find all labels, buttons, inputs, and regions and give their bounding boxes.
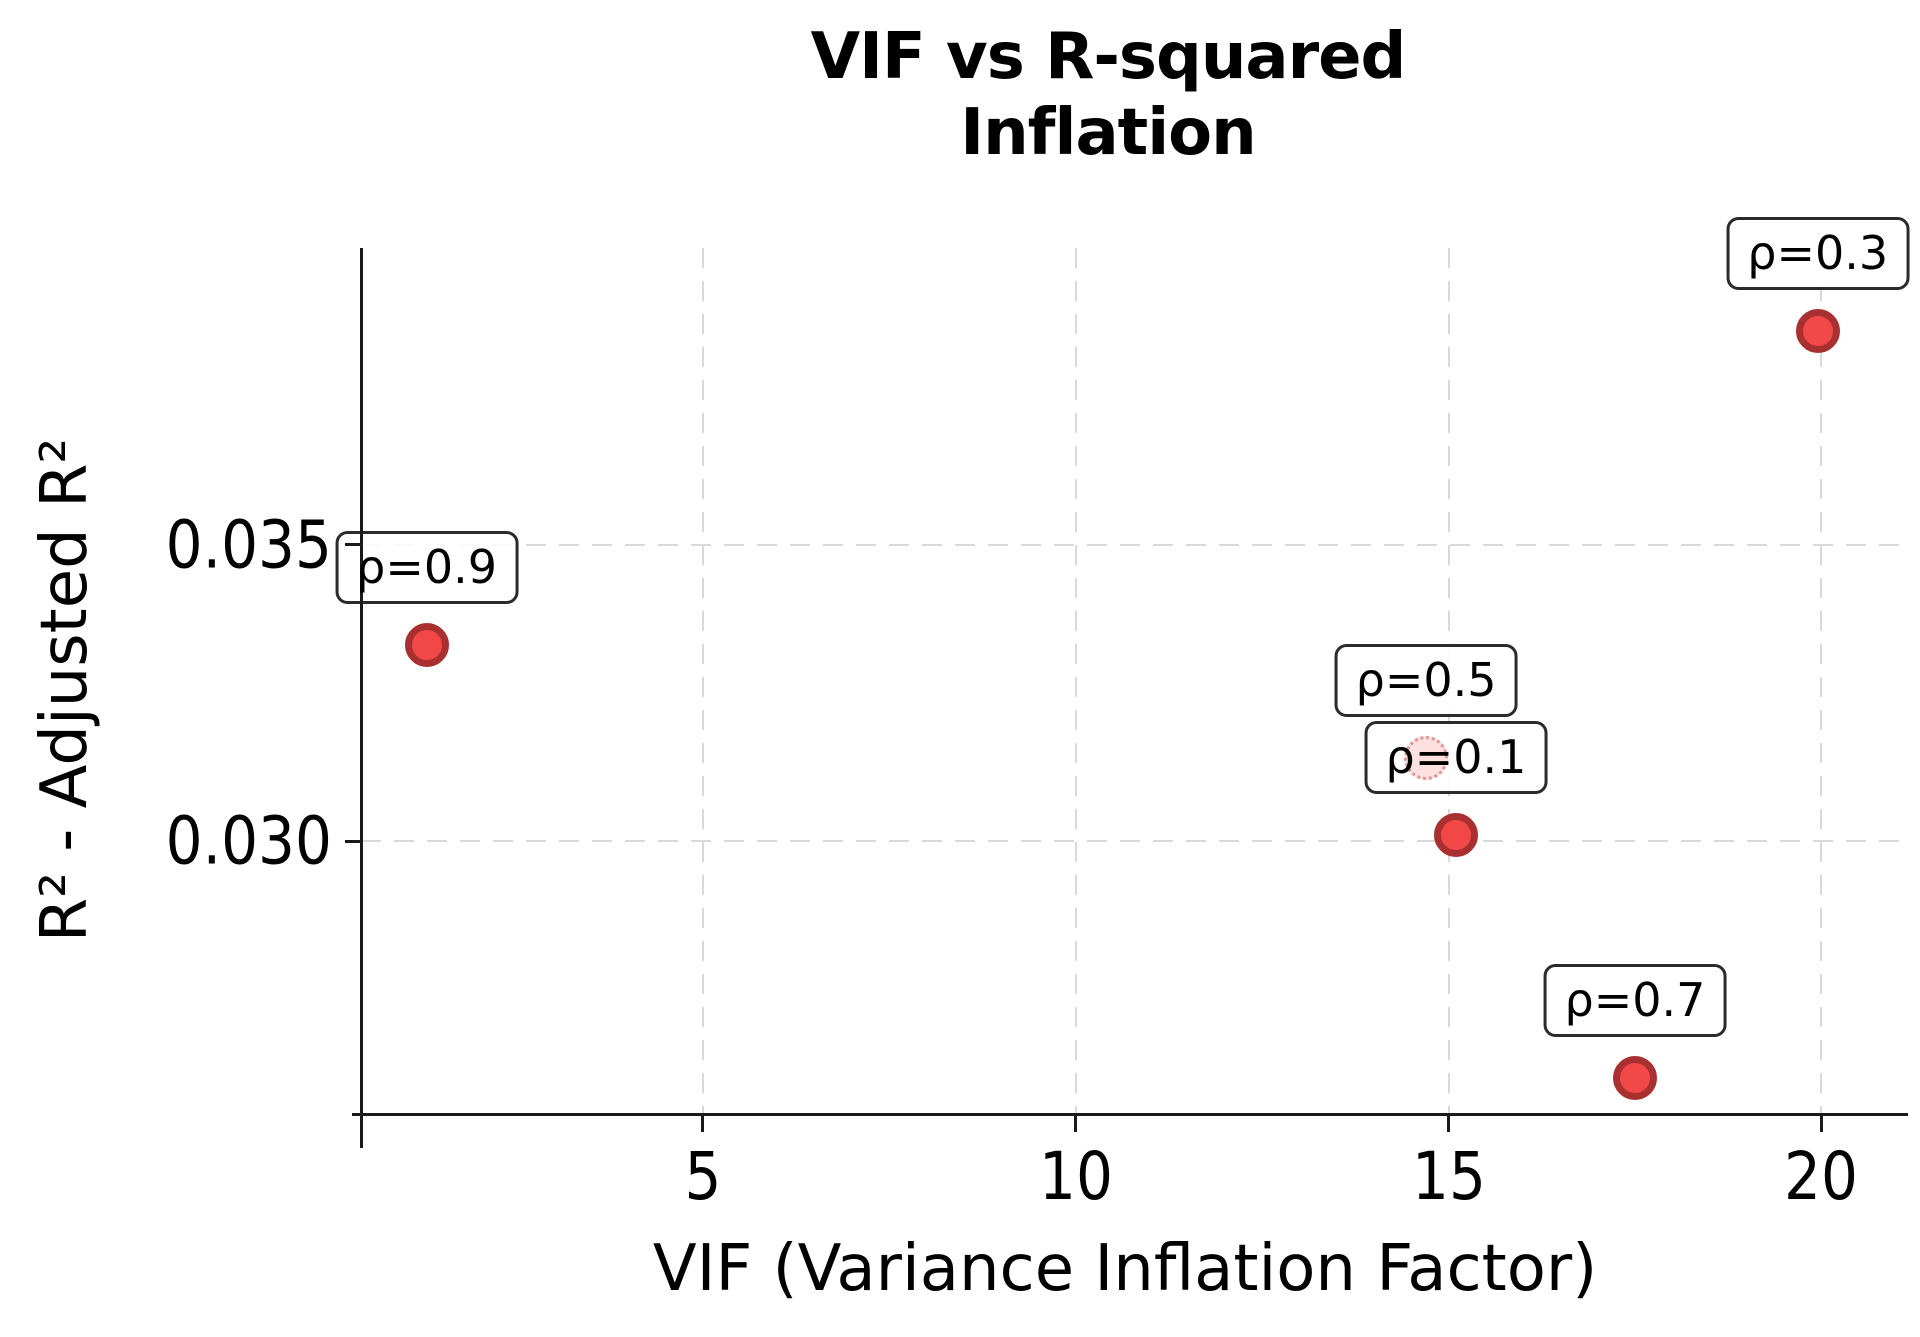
point-annotation-box: ρ=0.5 [1334,644,1518,717]
scatter-point [1612,1056,1657,1101]
x-tick-mark [701,1116,705,1132]
x-axis-label: VIF (Variance Inflation Factor) [652,1232,1598,1306]
x-tick-label: 15 [1411,1138,1486,1215]
x-tick-mark [1447,1116,1450,1132]
point-annotation-box: ρ=0.3 [1726,217,1910,290]
x-tick-mark [1074,1116,1078,1132]
vertical-gridline [701,248,704,1114]
scatter-point [404,623,449,668]
scatter-point-faded [1404,736,1449,781]
scatter-point [1433,813,1478,858]
y-tick-mark [345,543,361,547]
x-tick-label: 5 [684,1138,722,1215]
y-tick-label: 0.030 [165,802,332,880]
point-annotation-box: ρ=0.9 [335,531,519,604]
x-tick-label: 20 [1784,1138,1859,1215]
point-annotation-label: ρ=0.7 [1564,973,1706,1028]
y-axis-spine [360,248,363,1148]
point-annotation-box: ρ=0.1 [1364,721,1548,794]
vertical-gridline [1820,248,1823,1114]
vertical-gridline [1074,248,1077,1114]
point-annotation-label: ρ=0.1 [1385,730,1527,785]
scatter-point [1795,309,1840,354]
horizontal-gridline [361,840,1905,843]
x-axis-spine [352,1113,1908,1116]
y-tick-label: 0.035 [165,506,332,584]
chart-title: VIF vs R-squared Inflation [810,20,1407,170]
y-axis-label: R² - Adjusted R² [28,437,102,943]
point-annotation-label: ρ=0.3 [1747,226,1889,281]
x-tick-label: 10 [1038,1138,1113,1215]
point-annotation-box: ρ=0.7 [1543,964,1727,1037]
y-tick-mark [345,839,361,843]
x-tick-mark [1819,1116,1823,1132]
point-annotation-label: ρ=0.5 [1355,653,1497,708]
horizontal-gridline [361,543,1905,546]
point-annotation-label: ρ=0.9 [356,540,498,595]
